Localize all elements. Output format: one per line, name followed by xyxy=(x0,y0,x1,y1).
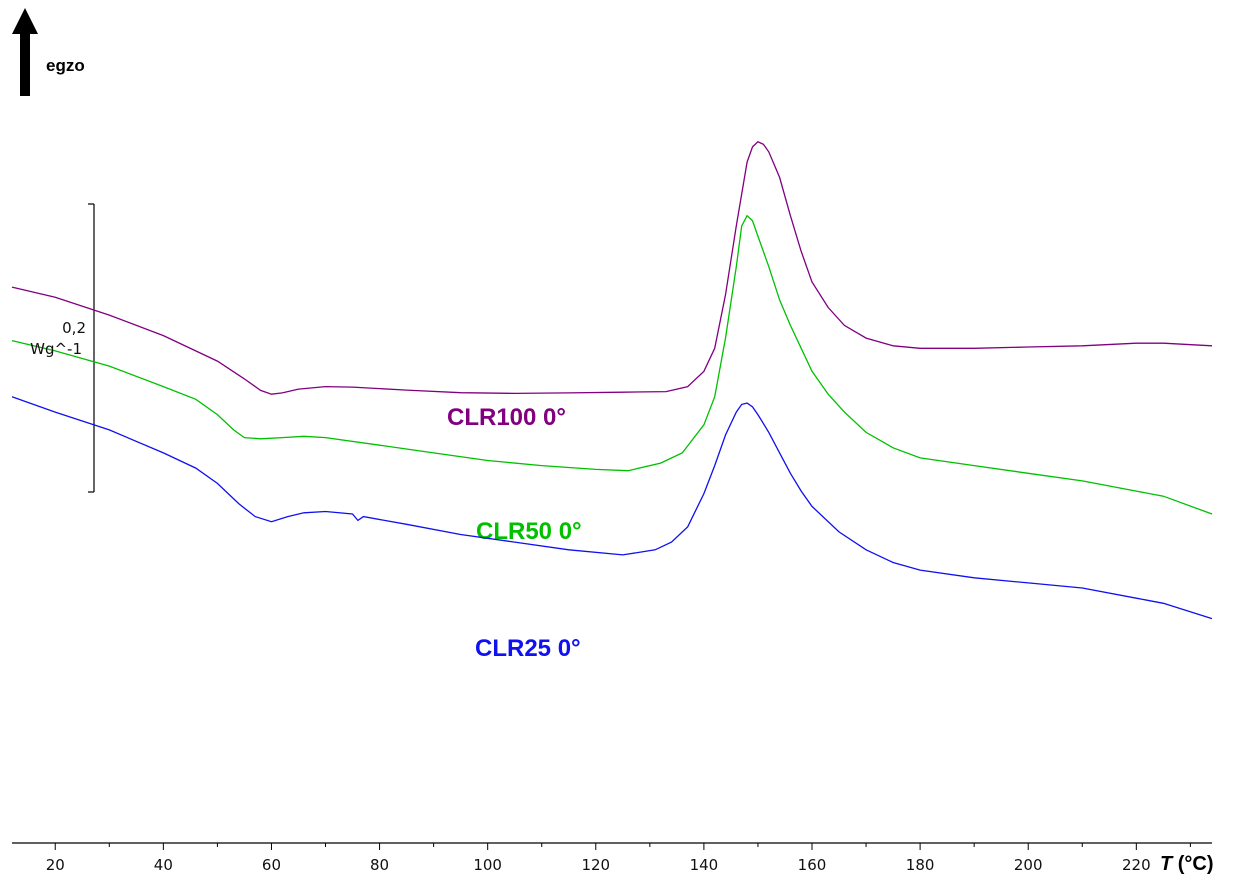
x-tick-label: 120 xyxy=(581,856,610,874)
x-axis-ticks: 20 40 60 80 100 120 140 160 180 200 220 xyxy=(46,843,1191,874)
x-tick-label: 180 xyxy=(906,856,935,874)
x-tick-label: 80 xyxy=(370,856,389,874)
scale-bar-value: 0,2 xyxy=(62,319,86,337)
x-tick-label: 200 xyxy=(1014,856,1043,874)
series-label-2: CLR25 0° xyxy=(475,635,581,662)
series-line-1 xyxy=(11,214,1213,515)
x-axis-unit: (°C) xyxy=(1172,853,1213,875)
exo-label: egzo xyxy=(46,56,85,75)
scale-bar xyxy=(88,203,95,493)
x-tick-label: 220 xyxy=(1122,856,1151,874)
scale-bar-unit: Wg^-1 xyxy=(30,340,82,358)
series-label-0: CLR100 0° xyxy=(447,404,566,431)
x-axis-symbol: T xyxy=(1160,853,1174,875)
series-layer: CLR100 0° CLR50 0° CLR25 0° xyxy=(11,141,1213,662)
x-tick-label: 20 xyxy=(46,856,65,874)
series-line-2 xyxy=(11,396,1213,620)
x-tick-label: 40 xyxy=(154,856,173,874)
x-axis-title: T (°C) xyxy=(1160,853,1214,875)
exo-arrow-icon xyxy=(12,8,38,96)
series-line-0 xyxy=(11,141,1213,395)
series-label-1: CLR50 0° xyxy=(476,518,582,545)
x-tick-label: 60 xyxy=(262,856,281,874)
x-tick-label: 140 xyxy=(690,856,719,874)
x-tick-label: 100 xyxy=(473,856,502,874)
x-tick-label: 160 xyxy=(798,856,827,874)
